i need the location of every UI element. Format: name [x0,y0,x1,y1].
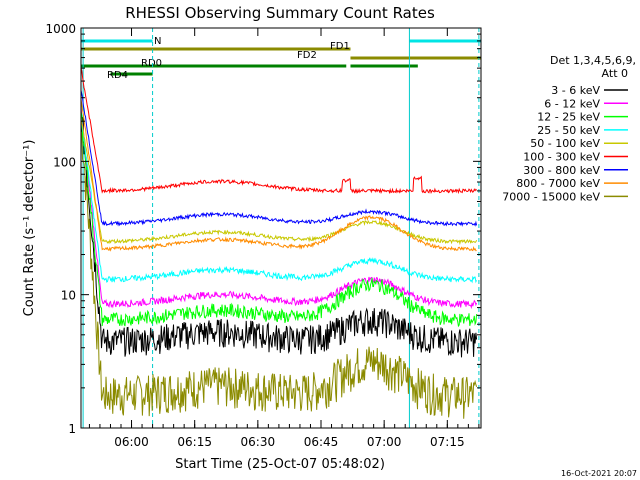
x-tick-label-2: 06:30 [241,435,276,449]
x-tick-label-0: 06:00 [114,435,149,449]
x-tick-label-4: 07:00 [367,435,402,449]
flag-label-fd2: FD2 [297,50,317,61]
x-tick-label-1: 06:15 [177,435,212,449]
legend-label-2: 12 - 25 keV [537,111,600,124]
boundary-lines [82,28,480,428]
legend-label-6: 300 - 800 keV [523,164,600,177]
series-group [80,67,478,419]
series-line-2 [80,111,478,328]
series-line-1 [80,107,478,310]
series-line-0 [80,105,478,358]
series-line-7 [80,98,477,252]
y-axis-label: Count Rate (s⁻¹ detector⁻¹) [22,140,37,317]
timestamp: 16-Oct-2021 20:07 [561,469,637,478]
plot-frame [80,27,482,429]
legend-label-0: 3 - 6 keV [551,84,600,97]
x-tick-label-3: 06:45 [304,435,339,449]
legend-subtitle: Att 0 [602,67,628,80]
series-line-3 [80,117,478,284]
series-line-4 [80,117,478,246]
series-line-5 [80,67,477,195]
flag-lines: N FD1 FD2 RD0 RD4 [81,36,481,81]
x-tick-label-5: 07:15 [430,435,465,449]
series-line-6 [80,90,478,227]
flag-label-rd4: RD4 [107,70,128,81]
flag-label-fd1: FD1 [330,41,350,52]
y-tick-label-1: 10 [61,289,76,303]
y-tick-label-3: 1000 [45,22,76,36]
legend-title: Det 1,3,4,5,6,9, [550,54,636,67]
legend-label-4: 50 - 100 keV [530,137,600,150]
legend-label-7: 800 - 7000 keV [516,177,600,190]
series-line-8 [80,121,478,419]
flag-label-rd0: RD0 [141,58,162,69]
legend-label-3: 25 - 50 keV [537,124,600,137]
legend-label-8: 7000 - 15000 keV [502,190,600,203]
axis-ticks: 06:00 06:15 06:30 06:45 07:00 07:15 1 10 100 1000 [45,22,481,449]
legend-label-5: 100 - 300 keV [523,151,600,164]
flag-label-n: N [154,36,161,47]
y-tick-label-0: 1 [68,422,76,436]
x-axis-label: Start Time (25-Oct-07 05:48:02) [175,457,385,472]
chart-title: RHESSI Observing Summary Count Rates [125,4,435,22]
y-tick-label-2: 100 [53,155,76,169]
legend-label-1: 6 - 12 keV [544,97,600,110]
